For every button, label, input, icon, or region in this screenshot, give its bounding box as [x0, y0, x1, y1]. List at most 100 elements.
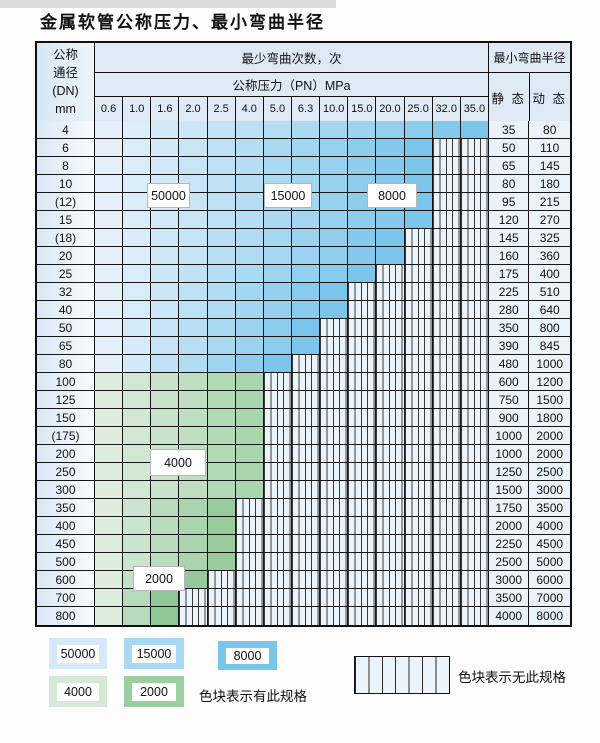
no-spec-cell	[404, 463, 433, 481]
no-spec-cell	[404, 391, 433, 409]
no-spec-cell	[263, 409, 292, 427]
no-spec-cell	[320, 373, 349, 391]
static-radius-cell: 280	[488, 301, 530, 319]
no-spec-cell	[460, 589, 489, 607]
no-spec-cell	[460, 283, 489, 301]
no-spec-cell	[460, 481, 489, 499]
static-radius-cell: 1000	[488, 445, 530, 463]
spec-cell	[348, 229, 377, 247]
dynamic-radius-cell: 360	[529, 247, 570, 265]
table-row: 6 50 110	[37, 139, 570, 157]
no-spec-cell	[348, 607, 377, 625]
no-spec-cell	[432, 535, 461, 553]
dn-cell: 65	[37, 337, 95, 355]
table-row: 250 1250 2500	[37, 463, 570, 481]
no-spec-cell	[291, 391, 321, 409]
spec-cell	[151, 427, 180, 445]
legend-hatch-swatch	[354, 656, 450, 694]
no-spec-cell	[404, 265, 433, 283]
dynamic-radius-cell: 180	[529, 175, 570, 193]
spec-cell	[404, 121, 433, 139]
spec-cell	[179, 535, 208, 553]
spec-cell	[95, 247, 124, 265]
no-spec-cell	[404, 553, 433, 571]
spec-cell	[235, 139, 264, 157]
no-spec-cell	[263, 499, 292, 517]
table-row: 450 2250 4500	[37, 535, 570, 553]
spec-cell	[95, 571, 124, 589]
no-spec-cell	[432, 373, 461, 391]
dynamic-radius-cell: 3000	[529, 481, 570, 499]
no-spec-cell	[404, 301, 433, 319]
spec-cell	[95, 337, 124, 355]
no-spec-cell	[404, 445, 433, 463]
spec-cell	[235, 355, 264, 373]
dn-cell: (18)	[37, 229, 95, 247]
no-spec-cell	[320, 445, 349, 463]
table-header: 公称 通径 (DN) mm 最少弯曲次数，次 最小弯曲半径 公称压力（PN）MPa 静…	[37, 43, 570, 121]
spec-cell	[376, 211, 405, 229]
spec-cell	[95, 391, 124, 409]
no-spec-cell	[460, 157, 489, 175]
static-radius-cell: 480	[488, 355, 530, 373]
dn-cell: 300	[37, 481, 95, 499]
no-spec-cell	[404, 589, 433, 607]
dn-cell: 8	[37, 157, 95, 175]
no-spec-cell	[263, 463, 292, 481]
cycles-label-50000: 50000	[147, 183, 190, 208]
table-row: 400 2000 4000	[37, 517, 570, 535]
no-spec-cell	[432, 481, 461, 499]
no-spec-cell	[432, 571, 461, 589]
no-spec-cell	[320, 355, 349, 373]
spec-cell	[320, 229, 349, 247]
no-spec-cell	[348, 391, 377, 409]
no-spec-cell	[376, 373, 405, 391]
static-radius-cell: 4000	[488, 607, 530, 625]
spec-cell	[207, 337, 236, 355]
spec-cell	[151, 139, 180, 157]
spec-cell	[207, 283, 236, 301]
spec-cell	[263, 283, 292, 301]
dynamic-radius-cell: 4000	[529, 517, 570, 535]
spec-cell	[95, 535, 124, 553]
spec-cell	[235, 409, 264, 427]
spec-cell	[95, 427, 124, 445]
static-radius-cell: 175	[488, 265, 530, 283]
spec-cell	[95, 499, 124, 517]
spec-cell	[95, 517, 124, 535]
no-spec-cell	[263, 517, 292, 535]
dn-cell: 4	[37, 121, 95, 139]
no-spec-cell	[179, 589, 208, 607]
spec-cell	[207, 373, 236, 391]
spec-cell	[151, 229, 180, 247]
no-spec-cell	[235, 607, 264, 625]
static-radius-cell: 35	[488, 121, 530, 139]
spec-cell	[320, 175, 349, 193]
pressure-tick: 5.0	[263, 97, 292, 121]
spec-cell	[235, 175, 264, 193]
spec-cell	[376, 139, 405, 157]
spec-cell	[123, 391, 152, 409]
spec-cell	[320, 193, 349, 211]
no-spec-cell	[291, 589, 321, 607]
no-spec-cell	[432, 157, 461, 175]
no-spec-cell	[404, 427, 433, 445]
no-spec-cell	[320, 409, 349, 427]
no-spec-cell	[263, 589, 292, 607]
no-spec-cell	[376, 283, 405, 301]
no-spec-cell	[376, 427, 405, 445]
no-spec-cell	[320, 463, 349, 481]
dn-cell: 6	[37, 139, 95, 157]
spec-cell	[123, 481, 152, 499]
table-row: 80 480 1000	[37, 355, 570, 373]
spec-cell	[179, 553, 208, 571]
spec-cell	[95, 607, 124, 625]
no-spec-cell	[376, 265, 405, 283]
spec-cell	[95, 139, 124, 157]
no-spec-cell	[404, 283, 433, 301]
no-spec-cell	[320, 391, 349, 409]
no-spec-cell	[432, 607, 461, 625]
spec-cell	[320, 121, 349, 139]
legend-swatch-4000: 4000	[49, 676, 107, 707]
no-spec-cell	[291, 607, 321, 625]
